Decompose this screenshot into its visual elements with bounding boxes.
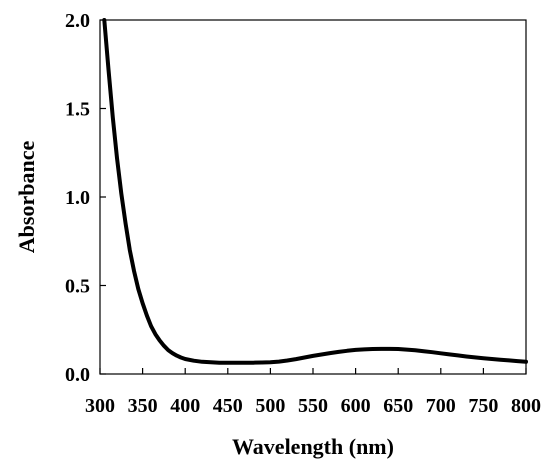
x-axis-title: Wavelength (nm) — [232, 434, 394, 459]
x-tick-label: 750 — [468, 395, 498, 417]
tick-marks — [99, 19, 527, 375]
x-tick-labels: 300 350 400 450 500 550 600 650 700 750 800 — [85, 395, 541, 417]
y-tick-labels: 0.0 0.5 1.0 1.5 2.0 — [65, 10, 90, 386]
x-tick-label: 450 — [213, 395, 243, 417]
x-tick-label: 600 — [341, 395, 371, 417]
y-axis-title: Absorbance — [14, 141, 39, 254]
x-tick-label: 700 — [426, 395, 456, 417]
y-tick-label: 1.5 — [65, 99, 90, 121]
x-tick-label: 550 — [298, 395, 328, 417]
absorbance-curve — [102, 18, 528, 365]
x-tick-label: 650 — [383, 395, 413, 417]
y-tick-label: 0.0 — [65, 364, 90, 386]
y-tick-label: 1.0 — [65, 187, 90, 209]
x-tick-label: 350 — [128, 395, 158, 417]
plot-frame — [99, 19, 527, 375]
x-tick-label: 800 — [511, 395, 541, 417]
y-tick-label: 2.0 — [65, 10, 90, 32]
y-tick-label: 0.5 — [65, 276, 90, 298]
x-tick-label: 400 — [170, 395, 200, 417]
x-tick-label: 500 — [255, 395, 285, 417]
x-tick-label: 300 — [85, 395, 115, 417]
